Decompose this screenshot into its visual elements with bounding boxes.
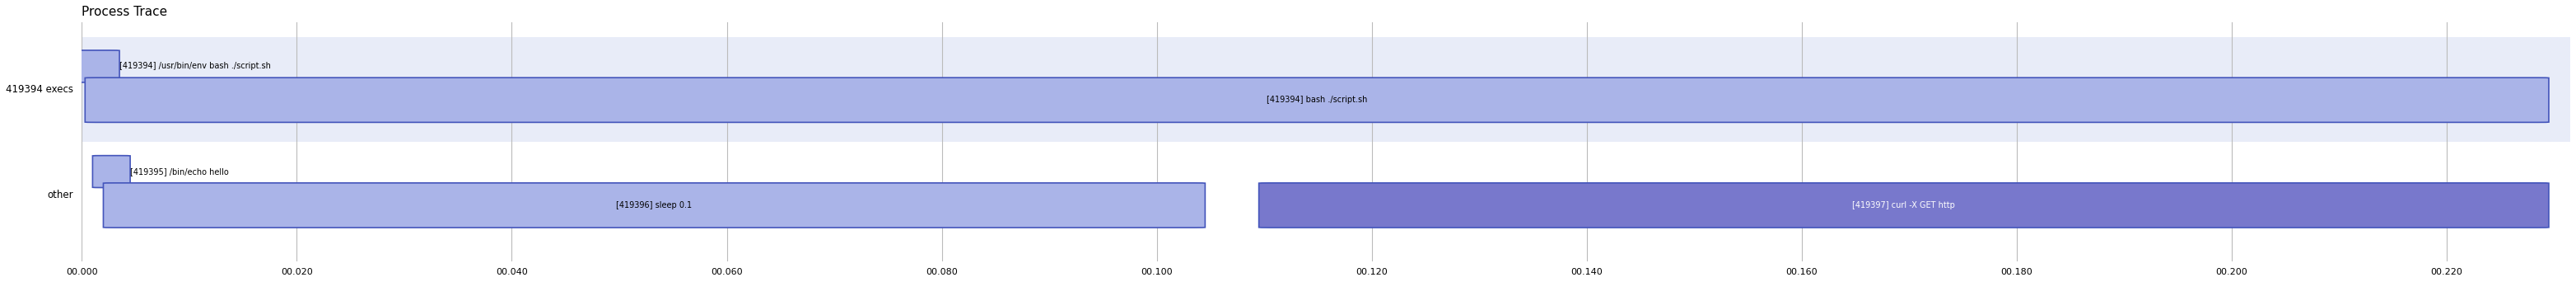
Bar	[82, 37, 2571, 142]
Text: [419396] sleep 0.1: [419396] sleep 0.1	[616, 201, 693, 210]
Bar	[82, 142, 2571, 247]
Text: Process Trace: Process Trace	[82, 6, 167, 18]
Text: [419395] /bin/echo hello: [419395] /bin/echo hello	[131, 168, 229, 176]
Text: [419394] /usr/bin/env bash ./script.sh: [419394] /usr/bin/env bash ./script.sh	[118, 62, 270, 70]
FancyBboxPatch shape	[85, 78, 2548, 122]
Text: [419397] curl -X GET http: [419397] curl -X GET http	[1852, 201, 1955, 210]
FancyBboxPatch shape	[72, 50, 118, 82]
Text: [419394] bash ./script.sh: [419394] bash ./script.sh	[1267, 96, 1368, 104]
FancyBboxPatch shape	[93, 156, 131, 188]
FancyBboxPatch shape	[103, 183, 1206, 228]
FancyBboxPatch shape	[1260, 183, 2548, 228]
